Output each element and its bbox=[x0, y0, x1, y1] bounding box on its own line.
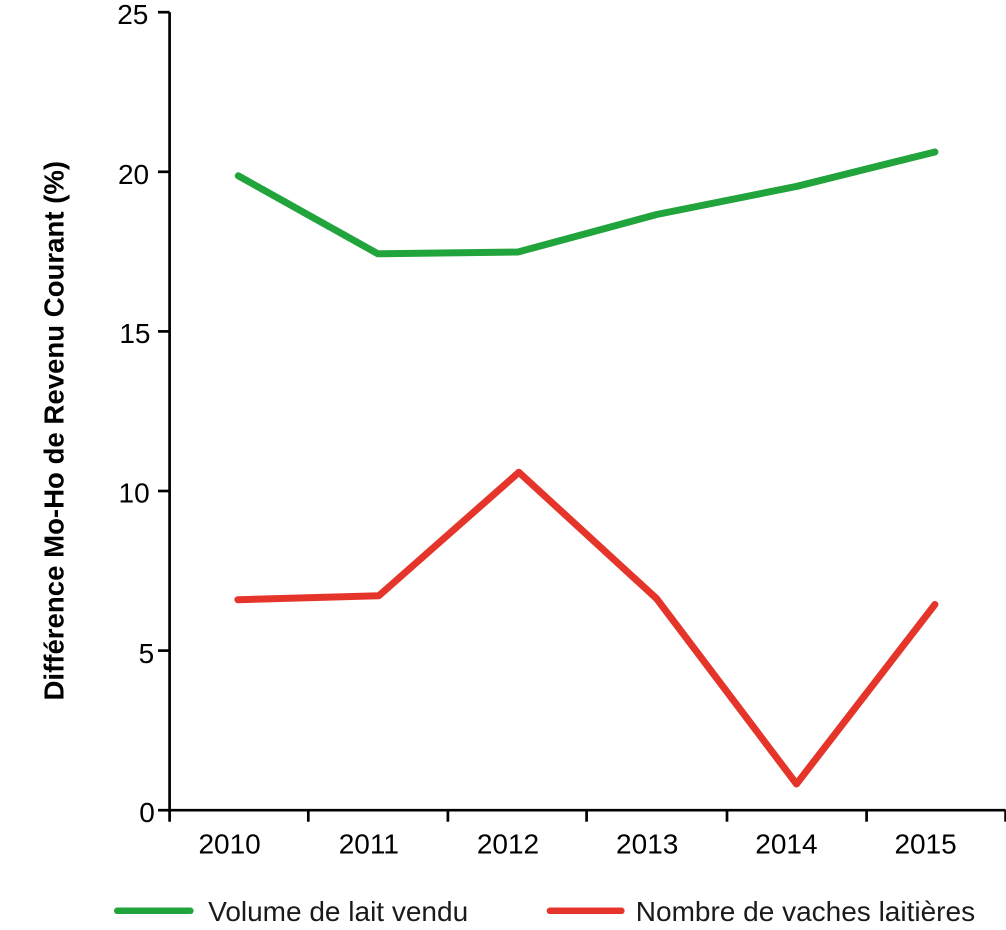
svg-text:2012: 2012 bbox=[477, 828, 539, 859]
svg-text:15: 15 bbox=[119, 318, 150, 349]
svg-text:2011: 2011 bbox=[339, 828, 399, 859]
svg-text:Nombre de vaches laitières: Nombre de vaches laitières bbox=[636, 896, 975, 927]
svg-text:2015: 2015 bbox=[894, 828, 956, 859]
svg-text:2014: 2014 bbox=[755, 828, 817, 859]
svg-text:Différence Mo-Ho de Revenu Cou: Différence Mo-Ho de Revenu Courant (%) bbox=[39, 161, 70, 701]
svg-text:10: 10 bbox=[119, 478, 150, 509]
svg-text:0: 0 bbox=[139, 797, 155, 828]
svg-text:20: 20 bbox=[118, 159, 149, 190]
svg-text:25: 25 bbox=[117, 0, 148, 30]
svg-text:2010: 2010 bbox=[198, 828, 260, 859]
svg-text:Volume de lait vendu: Volume de lait vendu bbox=[208, 896, 468, 927]
svg-text:5: 5 bbox=[139, 638, 155, 669]
svg-text:2013: 2013 bbox=[616, 828, 678, 859]
